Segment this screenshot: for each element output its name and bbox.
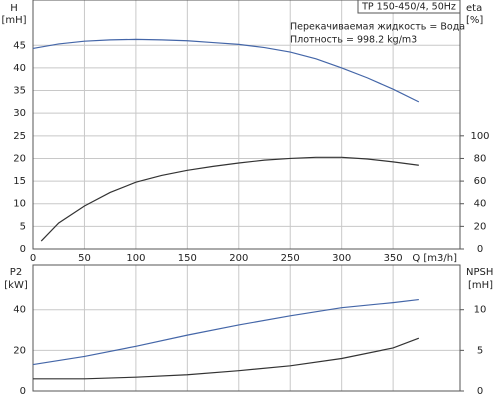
- y2-tick-label: 100: [470, 131, 489, 142]
- y-tick-label: 10: [13, 199, 26, 210]
- y2-tick-label: 60: [474, 176, 487, 187]
- x-tick-label: 250: [281, 253, 300, 264]
- chart-title: TP 150-450/4, 50Hz: [361, 2, 456, 13]
- y-tick-label: 35: [13, 86, 26, 97]
- x-axis-label: Q [m3/h]: [412, 253, 457, 264]
- y2-tick-label: 40: [474, 199, 487, 210]
- y-tick-label: 15: [13, 176, 26, 187]
- x-tick-label: 350: [384, 253, 403, 264]
- y2-axis-unit: [mH]: [468, 280, 493, 291]
- annotation: Плотность = 998.2 kg/m3: [290, 35, 417, 46]
- y-tick-label: 30: [13, 108, 26, 119]
- y-tick-label: 0: [20, 244, 26, 255]
- x-tick-label: 200: [229, 253, 248, 264]
- y-tick-label: 40: [13, 63, 26, 74]
- y-axis-label: P2: [10, 267, 22, 278]
- y2-tick-label: 5: [477, 345, 483, 356]
- y-tick-label: 0: [20, 386, 26, 397]
- y-axis-label: H: [10, 3, 18, 14]
- y-tick-label: 5: [20, 221, 26, 232]
- y2-axis-label: eta: [466, 3, 482, 14]
- plot-frame: [32, 264, 461, 392]
- x-tick-label: 100: [126, 253, 145, 264]
- series-line: [32, 298, 419, 366]
- y2-tick-label: 20: [474, 221, 487, 232]
- series-line: [32, 38, 420, 103]
- y2-axis-unit: [%]: [466, 15, 483, 26]
- y-axis-unit: [kW]: [4, 280, 28, 291]
- y2-tick-label: 80: [474, 153, 487, 164]
- series-line: [33, 337, 420, 380]
- x-tick-label: 300: [332, 253, 351, 264]
- y2-tick-label: 0: [477, 386, 483, 397]
- y-tick-label: 20: [13, 153, 26, 164]
- annotation: Перекачиваемая жидкость = Вода: [290, 22, 465, 33]
- y2-tick-label: 0: [477, 244, 483, 255]
- plot-frame: [32, 0, 461, 250]
- y-tick-label: 20: [13, 345, 26, 356]
- y-tick-label: 25: [13, 131, 26, 142]
- y-tick-label: 45: [13, 40, 26, 51]
- series-line: [40, 156, 419, 242]
- x-tick-label: 150: [178, 253, 197, 264]
- y2-tick-label: 10: [474, 305, 487, 316]
- x-tick-label: 0: [30, 253, 36, 264]
- y-axis-unit: [mH]: [1, 15, 26, 26]
- y-tick-label: 40: [13, 305, 26, 316]
- x-tick-label: 50: [78, 253, 91, 264]
- y2-axis-label: NPSH: [466, 267, 493, 278]
- title-box: [357, 0, 461, 14]
